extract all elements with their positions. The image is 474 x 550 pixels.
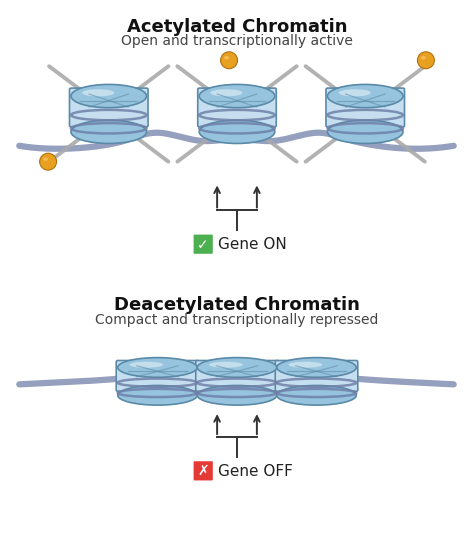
- FancyBboxPatch shape: [193, 460, 214, 481]
- FancyBboxPatch shape: [196, 360, 278, 391]
- Ellipse shape: [199, 120, 275, 144]
- Ellipse shape: [328, 84, 403, 108]
- Ellipse shape: [328, 120, 403, 144]
- Ellipse shape: [210, 89, 243, 96]
- Text: Compact and transcriptionally repressed: Compact and transcriptionally repressed: [95, 313, 379, 327]
- Ellipse shape: [43, 157, 48, 161]
- FancyBboxPatch shape: [193, 234, 214, 255]
- Ellipse shape: [277, 358, 356, 377]
- Ellipse shape: [224, 56, 229, 59]
- Ellipse shape: [82, 89, 114, 96]
- Text: Open and transcriptionally active: Open and transcriptionally active: [121, 35, 353, 48]
- Circle shape: [220, 52, 237, 69]
- Circle shape: [40, 153, 56, 170]
- FancyBboxPatch shape: [70, 88, 148, 127]
- Ellipse shape: [71, 84, 146, 108]
- Text: ✓: ✓: [197, 238, 209, 252]
- Ellipse shape: [209, 362, 243, 368]
- Ellipse shape: [289, 362, 322, 368]
- Ellipse shape: [338, 89, 371, 96]
- Text: Deacetylated Chromatin: Deacetylated Chromatin: [114, 296, 360, 314]
- Text: Gene OFF: Gene OFF: [218, 464, 293, 479]
- Circle shape: [418, 52, 434, 69]
- Ellipse shape: [197, 386, 277, 405]
- Text: ✗: ✗: [197, 464, 209, 478]
- Ellipse shape: [118, 386, 197, 405]
- Ellipse shape: [129, 362, 163, 368]
- FancyBboxPatch shape: [326, 88, 404, 127]
- FancyBboxPatch shape: [275, 360, 358, 391]
- Ellipse shape: [421, 56, 426, 59]
- FancyBboxPatch shape: [198, 88, 276, 127]
- Ellipse shape: [71, 120, 146, 144]
- FancyBboxPatch shape: [116, 360, 199, 391]
- Ellipse shape: [277, 386, 356, 405]
- Ellipse shape: [118, 358, 197, 377]
- Text: Gene ON: Gene ON: [218, 237, 287, 252]
- Text: Acetylated Chromatin: Acetylated Chromatin: [127, 18, 347, 36]
- Ellipse shape: [197, 358, 277, 377]
- Ellipse shape: [199, 84, 275, 108]
